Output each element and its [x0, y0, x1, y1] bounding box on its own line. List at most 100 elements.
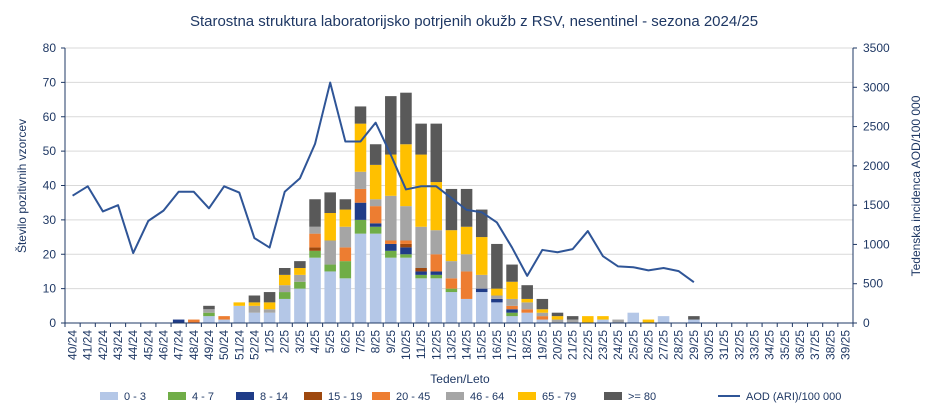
bar-segment: [248, 305, 261, 313]
bar-segment: [491, 302, 503, 324]
x-tick-label: 52/24: [247, 330, 261, 360]
y-tick-label: 30: [43, 213, 57, 227]
bar-segment: [506, 298, 518, 306]
bar-segment: [445, 261, 458, 279]
bar-segment: [309, 233, 321, 248]
bar-segment: [536, 319, 549, 323]
x-tick-label: 1/25: [263, 330, 277, 354]
bar-segment: [218, 316, 230, 320]
legend-swatch: [372, 392, 390, 400]
x-tick-label: 26/25: [641, 330, 655, 360]
bar-segment: [324, 240, 336, 265]
bar-segment: [536, 309, 549, 313]
bar-segment: [278, 298, 291, 323]
bar-segment: [339, 261, 352, 279]
x-tick-label: 28/25: [672, 330, 686, 360]
bar-segment: [521, 309, 533, 313]
bar-segment: [475, 274, 488, 289]
x-axis-label: Teden/Leto: [430, 372, 490, 386]
bar-segment: [339, 226, 352, 248]
bar-segment: [339, 199, 352, 210]
bar-segment: [278, 292, 291, 299]
bar-segment: [248, 295, 261, 303]
legend-swatch: [304, 392, 322, 400]
bar-segment: [445, 288, 458, 293]
bar-segment: [688, 319, 700, 323]
bar-segment: [415, 278, 427, 323]
legend-label: >= 80: [628, 391, 656, 403]
bar-segment: [294, 261, 306, 269]
y-tick-label: 70: [43, 75, 57, 89]
bar-segment: [475, 288, 488, 293]
bar-segment: [400, 144, 412, 207]
x-tick-label: 5/25: [323, 330, 337, 354]
bar-segment: [627, 312, 640, 323]
x-tick-label: 21/25: [566, 330, 580, 360]
bar-segment: [460, 298, 473, 323]
bar-segment: [385, 154, 397, 196]
x-tick-label: 29/25: [687, 330, 701, 360]
legend-swatch: [518, 392, 536, 400]
x-tick-label: 38/25: [823, 330, 837, 360]
y2-tick-label: 3000: [863, 80, 890, 94]
bar-segment: [415, 226, 427, 268]
bar-segment: [521, 298, 533, 303]
legend-label: 46 - 64: [470, 391, 504, 403]
bar-segment: [354, 233, 367, 324]
x-tick-label: 47/24: [172, 330, 186, 360]
bar-segment: [294, 288, 306, 324]
bar-segment: [521, 285, 533, 299]
bar-segment: [445, 188, 458, 231]
bar-segment: [369, 199, 382, 207]
bar-segment: [172, 319, 185, 323]
legend-label: 15 - 19: [328, 391, 362, 403]
bar-segment: [188, 319, 200, 323]
bar-segment: [430, 274, 443, 279]
bar-segment: [385, 96, 397, 155]
bar-segment: [339, 278, 352, 323]
bar-segment: [475, 209, 488, 238]
bar-segment: [415, 154, 427, 227]
legend-label: 20 - 45: [396, 391, 430, 403]
y-tick-label: 10: [43, 282, 57, 296]
y-tick-label: 20: [43, 247, 57, 261]
bar-layer: [172, 92, 700, 324]
bar-segment: [369, 144, 382, 165]
bar-segment: [309, 226, 321, 234]
x-tick-label: 6/25: [338, 330, 352, 354]
bar-segment: [203, 309, 215, 313]
gridlines: [65, 47, 853, 290]
x-tick-label: 12/25: [429, 330, 443, 360]
x-axis-ticks: 40/24 41/24 42/24 43/24 44/24 45/24 46/24 47/24…: [66, 330, 853, 360]
bar-segment: [385, 257, 397, 323]
bar-segment: [309, 250, 321, 258]
x-tick-label: 44/24: [126, 330, 140, 360]
bar-segment: [354, 106, 367, 124]
bar-segment: [203, 305, 215, 310]
bar-segment: [415, 271, 427, 275]
bar-segment: [506, 305, 518, 310]
x-tick-label: 4/25: [308, 330, 322, 354]
bar-segment: [248, 302, 261, 306]
bar-segment: [551, 316, 564, 320]
bar-segment: [369, 223, 382, 227]
bar-segment: [369, 226, 382, 234]
bar-segment: [263, 302, 276, 310]
bar-segment: [400, 247, 412, 255]
x-tick-label: 14/25: [460, 330, 474, 360]
x-tick-label: 10/25: [399, 330, 413, 360]
bar-segment: [385, 243, 397, 251]
bar-segment: [491, 288, 503, 296]
legend-swatch: [100, 392, 118, 400]
y2-axis-ticks: 0 500 1000 1500 2000 2500 3000 3500: [853, 41, 890, 330]
bar-segment: [582, 316, 594, 324]
bar-segment: [430, 123, 443, 183]
x-tick-label: 8/25: [369, 330, 383, 354]
bar-segment: [400, 92, 412, 145]
legend: 0 - 3 4 - 7 8 - 14 15 - 19 20 - 45 46 - 64 65 …: [100, 391, 841, 403]
x-tick-label: 41/24: [81, 330, 95, 360]
bar-segment: [460, 254, 473, 272]
incidence-line: [72, 81, 695, 283]
bar-segment: [491, 295, 503, 299]
bar-segment: [506, 281, 518, 299]
